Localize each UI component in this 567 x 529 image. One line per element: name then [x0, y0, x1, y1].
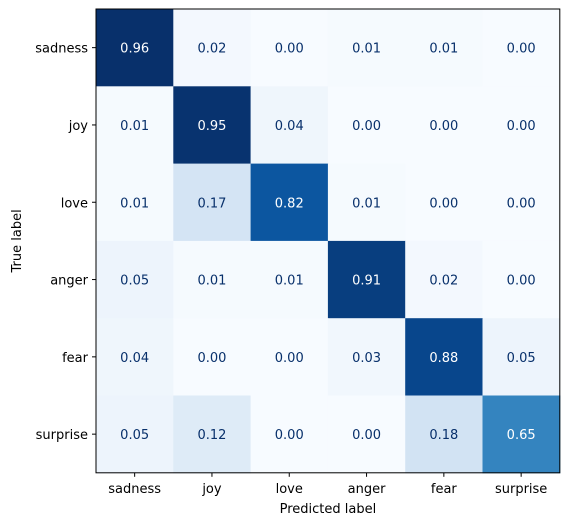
cell-anger-sadness: [96, 240, 174, 319]
cell-joy-love: [250, 86, 329, 165]
y-tick-label-joy: joy: [68, 119, 89, 134]
cell-joy-surprise: [482, 86, 561, 165]
cell-value-fear-joy: 0.00: [197, 351, 226, 366]
y-tick-label-anger: anger: [50, 274, 88, 289]
cell-value-joy-fear: 0.00: [429, 119, 458, 134]
cell-value-joy-sadness: 0.01: [120, 119, 149, 134]
x-tick-label-sadness: sadness: [108, 482, 161, 497]
cell-value-sadness-love: 0.00: [275, 42, 304, 57]
cell-fear-surprise: [482, 318, 561, 396]
cell-value-love-love: 0.82: [275, 196, 304, 211]
cell-joy-anger: [327, 86, 406, 165]
cell-love-fear: [405, 163, 483, 242]
cell-surprise-love: [250, 395, 329, 474]
y-ticks: sadness joy love anger fear surprise: [35, 42, 96, 443]
cell-value-anger-fear: 0.02: [429, 274, 458, 289]
cell-value-anger-anger: 0.91: [352, 274, 381, 289]
cell-anger-joy: [173, 240, 252, 319]
cell-value-joy-love: 0.04: [275, 119, 304, 134]
cell-value-anger-love: 0.01: [275, 274, 304, 289]
cell-anger-fear: [405, 240, 483, 319]
y-tick-label-love: love: [61, 196, 88, 211]
cell-value-surprise-joy: 0.12: [197, 428, 226, 443]
cell-value-surprise-love: 0.00: [275, 428, 304, 443]
cell-love-joy: [173, 163, 252, 242]
cell-value-sadness-anger: 0.01: [352, 42, 381, 57]
cell-anger-surprise: [482, 240, 561, 319]
cell-value-sadness-surprise: 0.00: [507, 42, 536, 57]
x-tick-label-joy: joy: [201, 482, 222, 497]
cell-love-love: [250, 163, 329, 242]
cell-surprise-joy: [173, 395, 252, 474]
cells-layer: [96, 9, 561, 474]
x-tick-label-surprise: surprise: [495, 482, 547, 497]
y-tick-label-surprise: surprise: [36, 428, 88, 443]
cell-sadness-sadness: [96, 9, 174, 87]
cell-sadness-joy: [173, 9, 252, 87]
cell-joy-sadness: [96, 86, 174, 165]
cell-value-sadness-fear: 0.01: [429, 42, 458, 57]
cell-value-joy-anger: 0.00: [352, 119, 381, 134]
cell-fear-anger: [327, 318, 406, 396]
cell-value-sadness-sadness: 0.96: [120, 42, 149, 57]
cell-sadness-love: [250, 9, 329, 87]
cell-value-fear-sadness: 0.04: [120, 351, 149, 366]
cell-fear-joy: [173, 318, 252, 396]
cell-value-fear-surprise: 0.05: [507, 351, 536, 366]
cell-value-fear-fear: 0.88: [429, 351, 458, 366]
cell-surprise-surprise: [482, 395, 561, 474]
y-axis-label: True label: [10, 209, 25, 273]
cell-fear-love: [250, 318, 329, 396]
x-axis-label: Predicted label: [280, 502, 377, 517]
cell-value-sadness-joy: 0.02: [197, 42, 226, 57]
cell-value-fear-anger: 0.03: [352, 351, 381, 366]
cell-love-anger: [327, 163, 406, 242]
x-tick-label-love: love: [276, 482, 303, 497]
cell-value-surprise-fear: 0.18: [429, 428, 458, 443]
cell-surprise-sadness: [96, 395, 174, 474]
cell-value-anger-sadness: 0.05: [120, 274, 149, 289]
y-tick-label-fear: fear: [62, 351, 89, 366]
labels-layer: 0.96 0.02 0.00 0.01 0.01 0.00 0.01 0.95 0.04 0.00…: [120, 42, 536, 443]
cell-joy-joy: [173, 86, 252, 165]
cell-fear-sadness: [96, 318, 174, 396]
cell-sadness-fear: [405, 9, 483, 87]
cell-value-love-joy: 0.17: [197, 196, 226, 211]
cell-surprise-fear: [405, 395, 483, 474]
cell-value-anger-surprise: 0.00: [507, 274, 536, 289]
x-tick-label-anger: anger: [348, 482, 386, 497]
cell-sadness-anger: [327, 9, 406, 87]
plot-frame: [95, 8, 561, 474]
cell-value-anger-joy: 0.01: [197, 274, 226, 289]
cell-surprise-anger: [327, 395, 406, 474]
cell-value-joy-surprise: 0.00: [507, 119, 536, 134]
cell-fear-fear: [405, 318, 483, 396]
cell-value-surprise-surprise: 0.65: [507, 428, 536, 443]
cell-joy-fear: [405, 86, 483, 165]
cell-love-surprise: [482, 163, 561, 242]
cell-anger-love: [250, 240, 329, 319]
cell-value-surprise-sadness: 0.05: [120, 428, 149, 443]
cell-value-love-surprise: 0.00: [507, 196, 536, 211]
y-tick-label-sadness: sadness: [35, 42, 88, 57]
cell-value-love-sadness: 0.01: [120, 196, 149, 211]
cell-value-love-anger: 0.01: [352, 196, 381, 211]
x-tick-label-fear: fear: [431, 482, 458, 497]
cell-value-joy-joy: 0.95: [197, 119, 226, 134]
cell-anger-anger: [327, 240, 406, 319]
cell-value-fear-love: 0.00: [275, 351, 304, 366]
cell-sadness-surprise: [482, 9, 561, 87]
cell-value-love-fear: 0.00: [429, 196, 458, 211]
cell-value-surprise-anger: 0.00: [352, 428, 381, 443]
x-ticks: sadness joy love anger fear surprise: [108, 472, 547, 497]
cell-love-sadness: [96, 163, 174, 242]
